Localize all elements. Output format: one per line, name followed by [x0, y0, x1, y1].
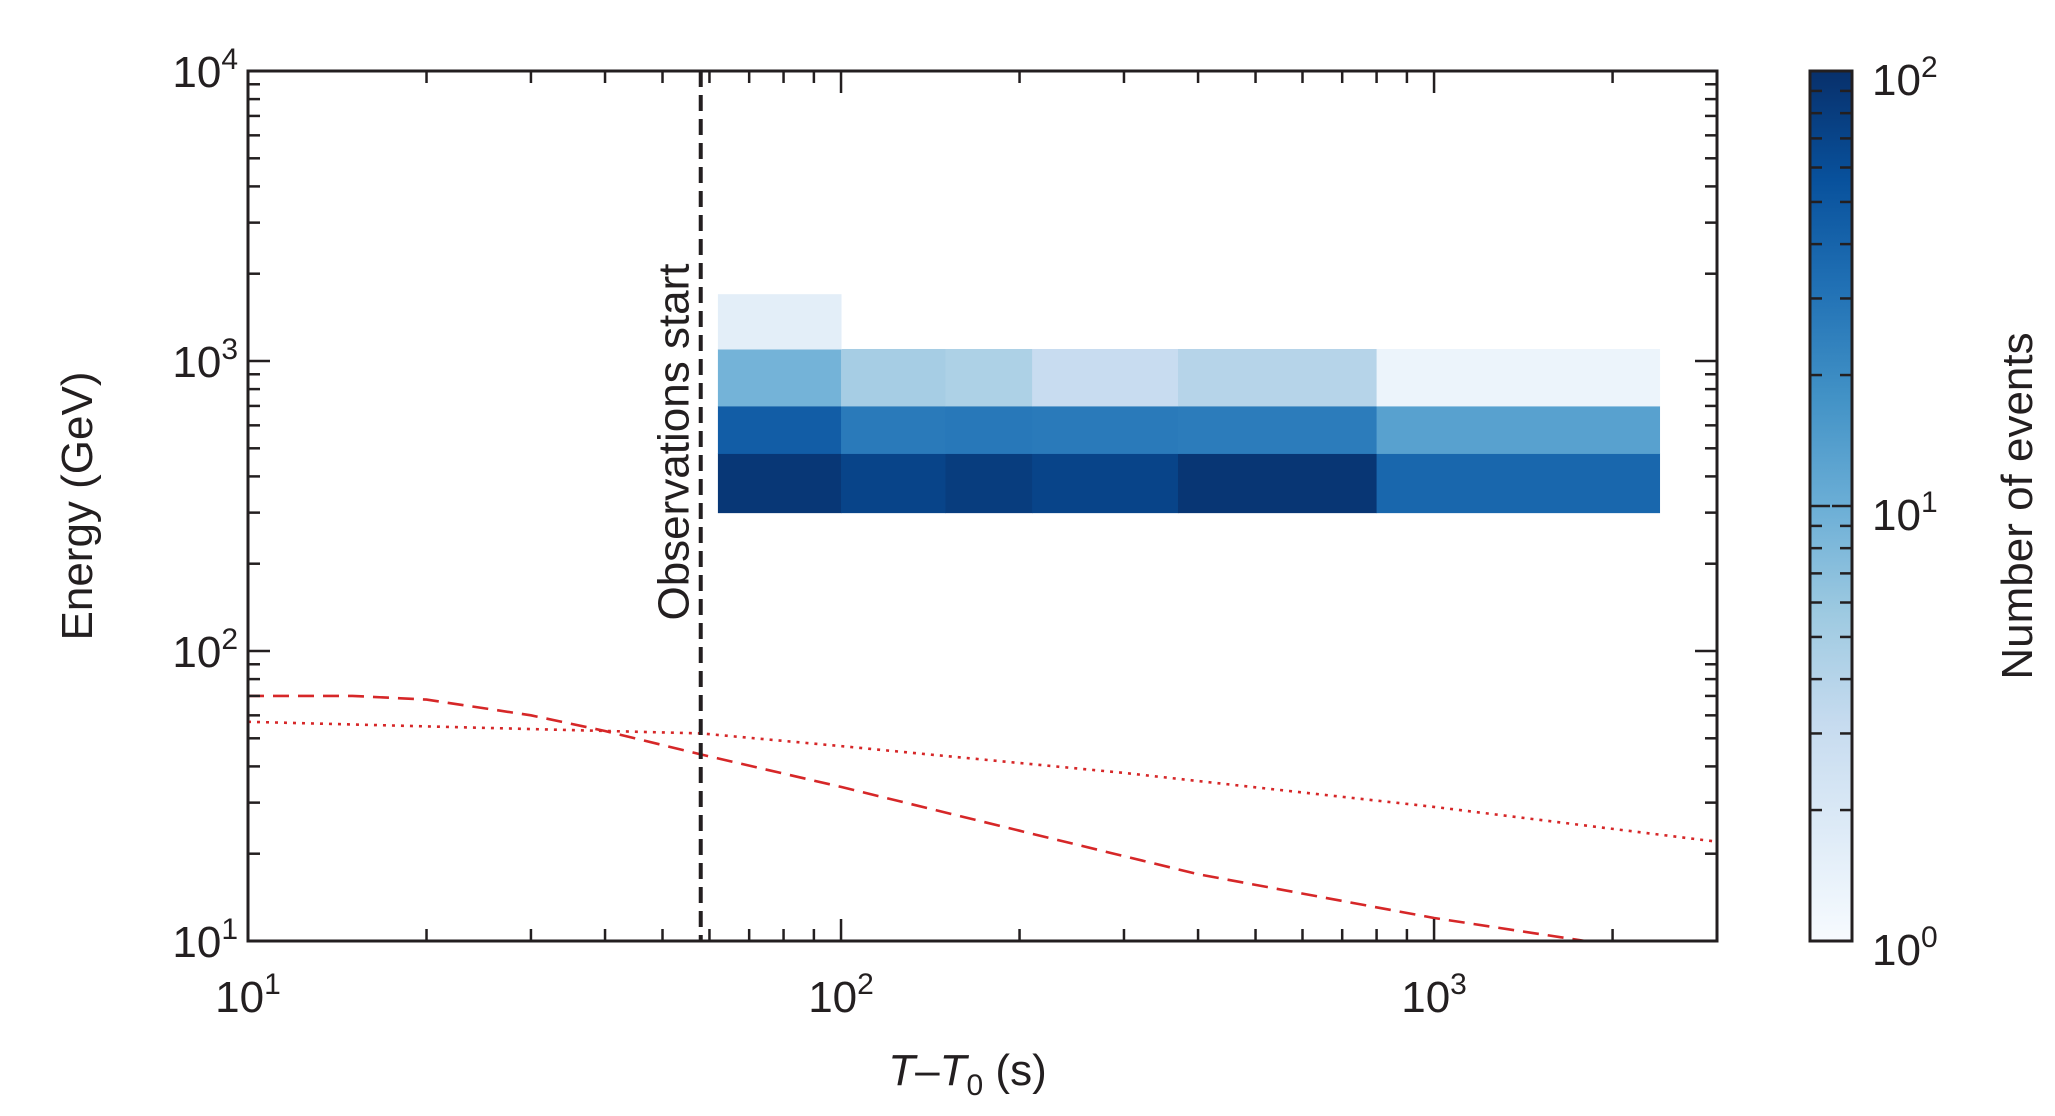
y-axis-title: Energy (GeV): [53, 372, 102, 641]
colorbar-tick-label-exp: 0: [1921, 921, 1938, 954]
heatmap-cell-0-0: [717, 453, 842, 514]
x-title-dash: –: [915, 1046, 940, 1095]
heatmap-cell-2-3: [1032, 348, 1179, 407]
heatmap-cell-2-1: [841, 348, 946, 407]
model-dashed-curve: [248, 694, 1586, 943]
heatmap-cell-1-1: [841, 405, 946, 454]
heatmap-cell-0-2: [945, 453, 1033, 514]
heatmap-cell-2-4: [1177, 348, 1378, 407]
y-tick-label-base: 10: [172, 918, 221, 967]
x-tick-label: 102: [808, 968, 874, 1022]
x-tick-label: 103: [1401, 968, 1467, 1022]
y-tick-label-exp: 3: [221, 333, 238, 366]
x-tick-label-base: 10: [215, 973, 264, 1022]
x-tick-label: 101: [215, 968, 281, 1022]
x-title-subscript: 0: [967, 1069, 984, 1102]
heatmap-cell-1-2: [945, 405, 1033, 454]
heatmap-cell-1-4: [1177, 405, 1378, 454]
heatmap-cells: [717, 294, 1661, 514]
y-axis-ticks: [248, 69, 1717, 943]
colorbar-tick-label: 102: [1872, 51, 1938, 105]
heatmap-cell-0-3: [1032, 453, 1179, 514]
heatmap-cell-0-4: [1177, 453, 1378, 514]
heatmap-cell-2-2: [945, 348, 1033, 407]
heatmap-cell-0-5: [1376, 453, 1661, 514]
heatmap-cell-2-0: [717, 348, 842, 407]
colorbar-tick-label-base: 10: [1872, 56, 1921, 105]
heatmap-cell-3-0: [717, 294, 842, 350]
y-tick-label: 101: [172, 913, 238, 967]
heatmap-cell-2-5: [1376, 348, 1661, 407]
observations-start-marker: Observations start: [650, 71, 703, 941]
y-tick-label-exp: 2: [221, 623, 238, 656]
heatmap-cell-1-5: [1376, 405, 1661, 454]
y-tick-label-base: 10: [172, 48, 221, 97]
x-tick-label-exp: 3: [1450, 968, 1467, 1001]
colorbar-tick-label: 100: [1872, 921, 1938, 975]
x-axis-title: T–T0 (s): [888, 1046, 1046, 1102]
x-title-T0: T: [940, 1046, 970, 1095]
x-title-T: T: [888, 1046, 918, 1095]
plot-frame: [246, 69, 1719, 943]
y-tick-label: 104: [172, 43, 238, 97]
x-axis-ticks: [246, 71, 1719, 941]
heatmap-cell-1-0: [717, 405, 842, 454]
model-curves: [247, 694, 1718, 943]
y-tick-label-exp: 1: [221, 913, 238, 946]
colorbar-tick-label-base: 10: [1872, 926, 1921, 975]
colorbar-tick-label-exp: 1: [1921, 486, 1938, 519]
x-axis-tick-labels: 101 102 103: [215, 968, 1467, 1022]
colorbar-tick-label-base: 10: [1872, 491, 1921, 540]
y-tick-label-base: 10: [172, 628, 221, 677]
x-tick-label-base: 10: [1401, 973, 1450, 1022]
x-tick-label-base: 10: [808, 973, 857, 1022]
y-tick-label-base: 10: [172, 338, 221, 387]
observations-start-label: Observations start: [650, 263, 699, 620]
y-tick-label: 103: [172, 333, 238, 387]
y-tick-label: 102: [172, 623, 238, 677]
x-tick-label-exp: 2: [857, 968, 874, 1001]
x-title-unit: (s): [983, 1046, 1047, 1095]
heatmap-cell-1-3: [1032, 405, 1179, 454]
heatmap-cell-0-1: [841, 453, 946, 514]
y-tick-label-exp: 4: [221, 43, 238, 76]
colorbar-tick-label-exp: 2: [1921, 51, 1938, 84]
model-dotted-curve: [247, 720, 1718, 843]
colorbar-tick-label: 101: [1872, 486, 1938, 540]
colorbar-title: Number of events: [1993, 332, 2042, 679]
colorbar-ticks: [1810, 89, 1852, 943]
x-tick-label-exp: 1: [264, 968, 281, 1001]
